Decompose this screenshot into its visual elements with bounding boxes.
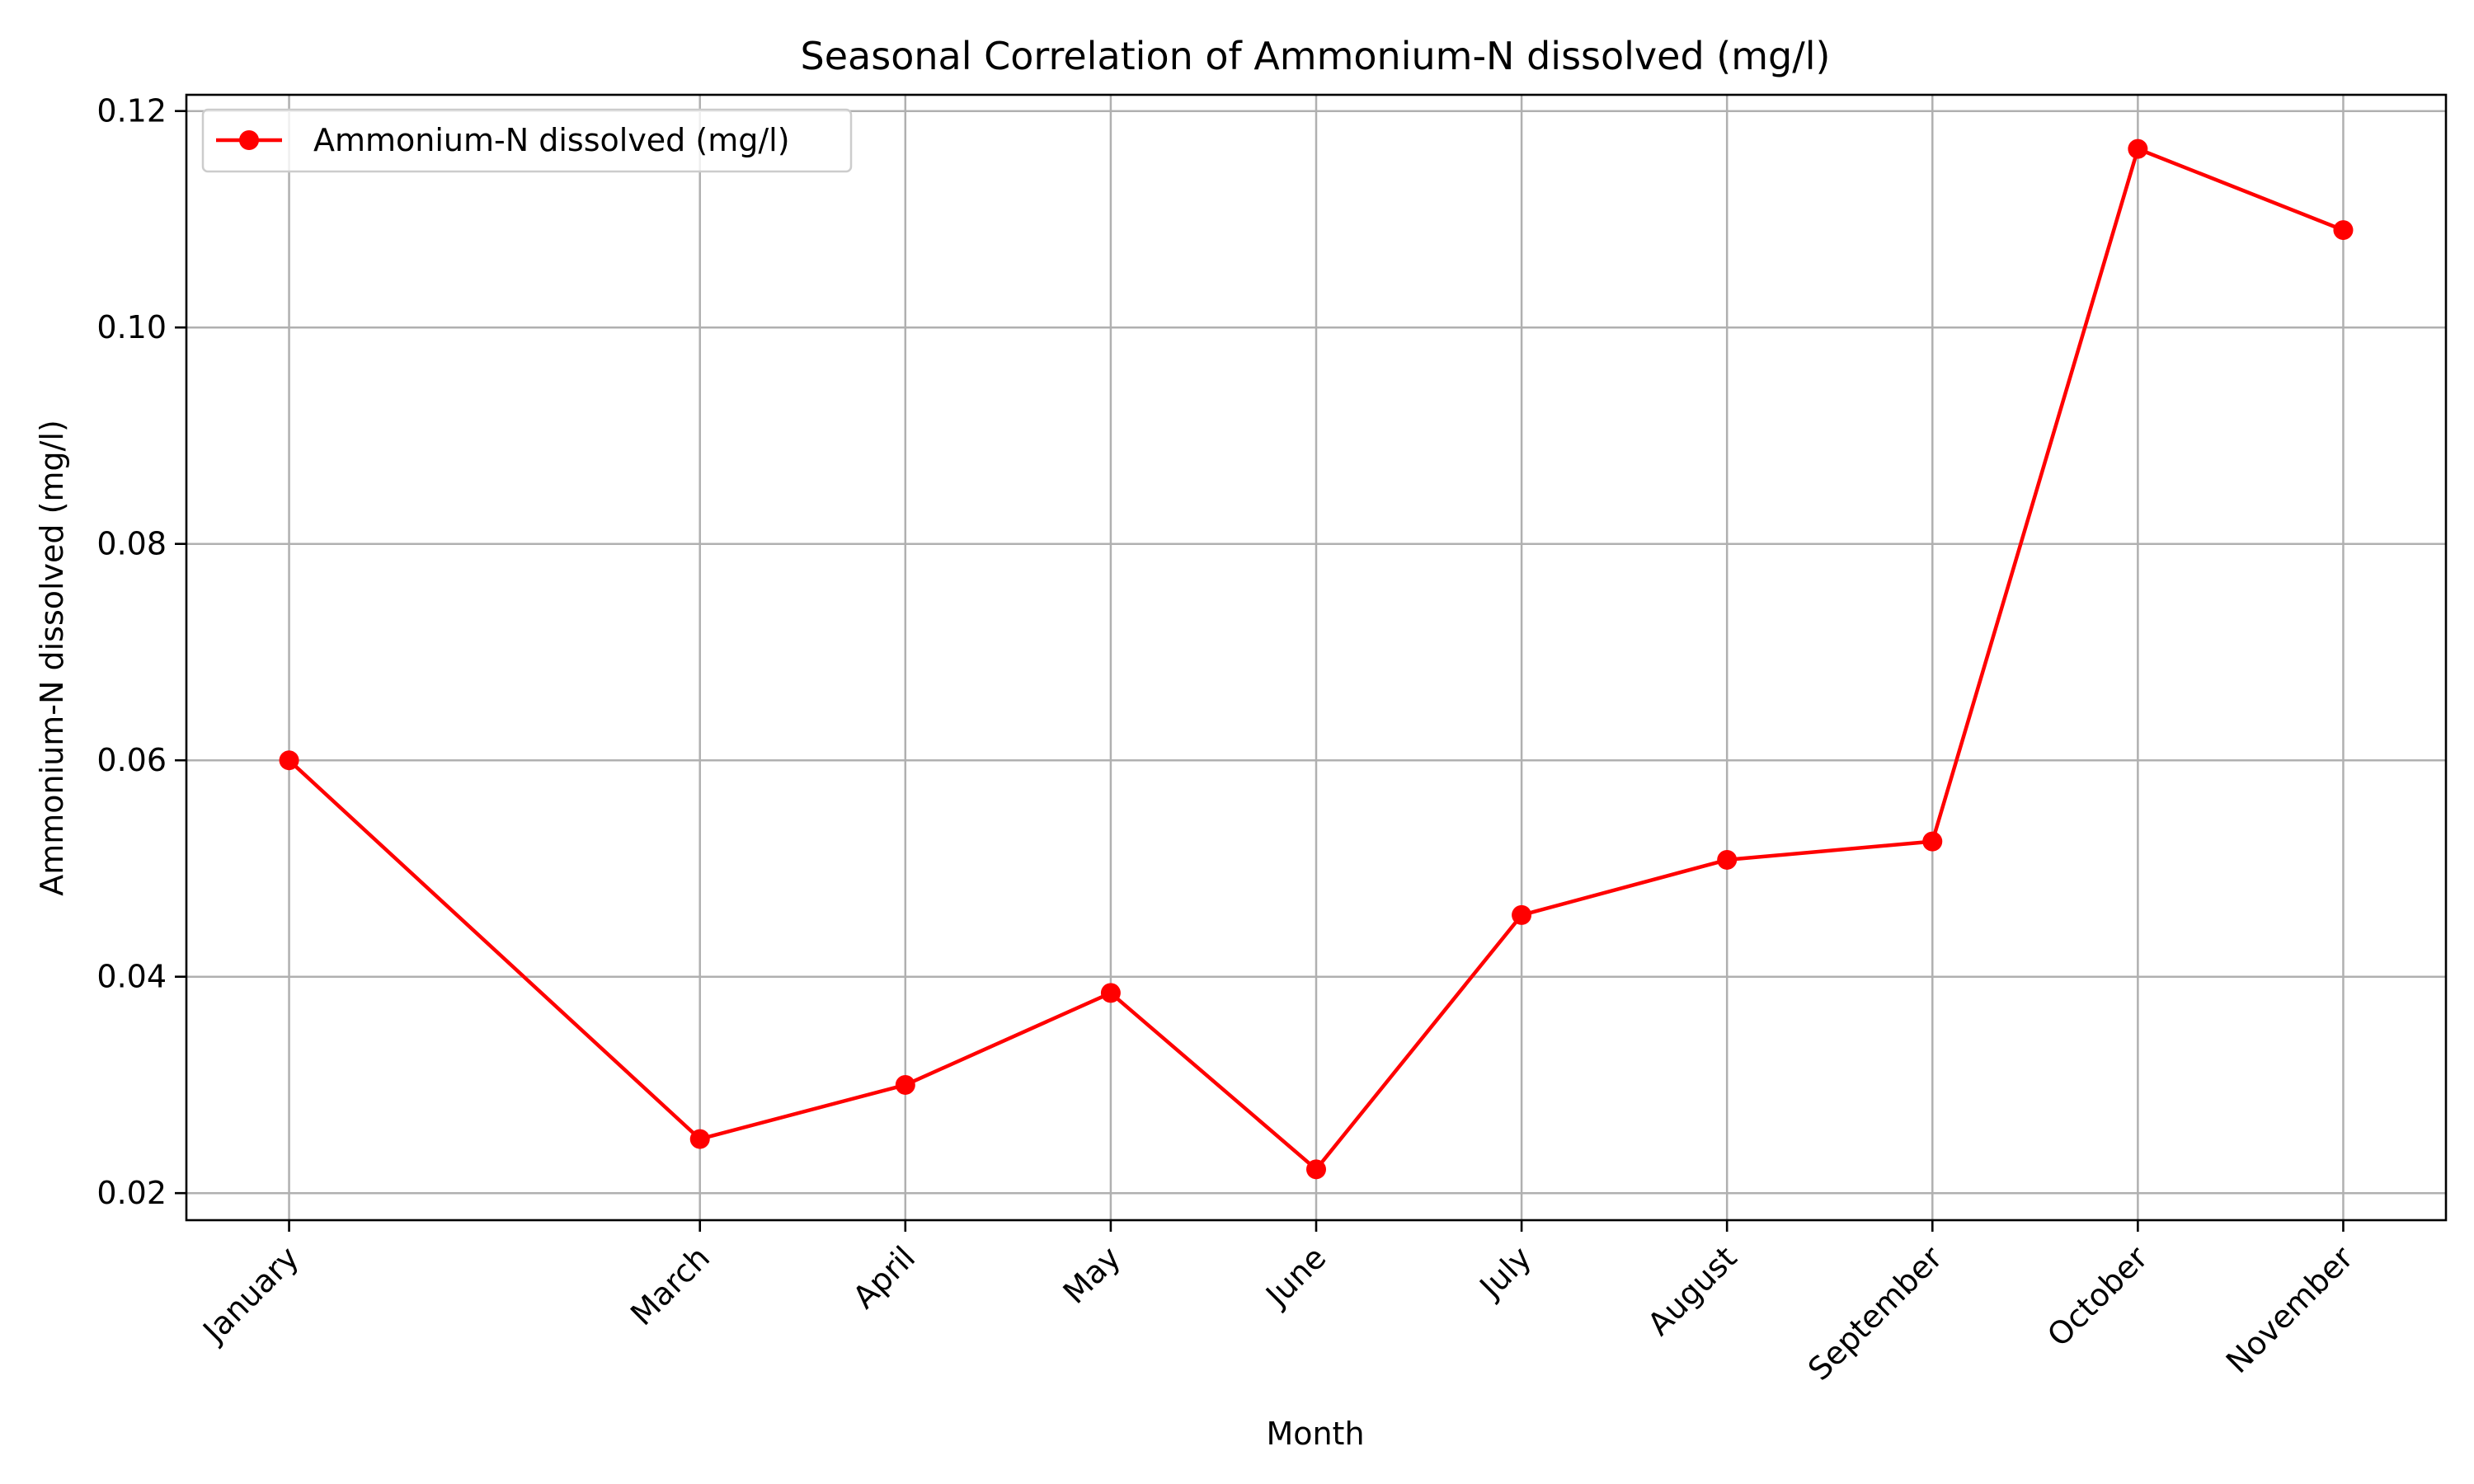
y-tick: 0.10 <box>96 309 186 345</box>
x-tick-label: October <box>2040 1239 2155 1354</box>
x-tick-label: July <box>1472 1239 1539 1306</box>
x-tick: October <box>2040 1220 2155 1354</box>
grid-lines <box>186 95 2446 1220</box>
y-tick: 0.02 <box>96 1175 186 1211</box>
data-point <box>1922 831 1943 852</box>
data-point <box>1100 983 1121 1003</box>
legend: Ammonium-N dissolved (mg/l) <box>201 108 853 173</box>
y-tick-label: 0.06 <box>96 742 167 778</box>
legend-marker-swatch <box>239 130 259 150</box>
y-tick: 0.04 <box>96 959 186 995</box>
data-point <box>895 1074 915 1095</box>
x-axis-label: Month <box>1266 1416 1364 1452</box>
x-tick: August <box>1640 1220 1744 1342</box>
x-tick-label: June <box>1258 1239 1333 1314</box>
y-axis-ticks: 0.02 0.04 0.06 0.08 0.10 0.12 <box>96 93 186 1211</box>
x-tick: March <box>623 1220 717 1332</box>
data-point <box>279 750 299 771</box>
data-point <box>1512 904 1532 925</box>
x-tick: September <box>1801 1220 1950 1388</box>
y-tick-label: 0.12 <box>96 93 167 129</box>
x-tick-label: April <box>846 1239 923 1316</box>
y-tick: 0.12 <box>96 93 186 129</box>
chart-title: Seasonal Correlation of Ammonium-N disso… <box>801 34 1831 78</box>
data-point <box>689 1129 710 1149</box>
data-point <box>1306 1159 1326 1180</box>
x-tick-label: March <box>623 1239 717 1332</box>
x-tick: July <box>1472 1220 1539 1306</box>
x-tick-label: November <box>2219 1239 2360 1380</box>
x-tick: May <box>1056 1220 1128 1311</box>
x-tick: November <box>2219 1220 2360 1380</box>
x-axis-ticks: January March April May June July August Septem… <box>195 1220 2360 1388</box>
x-tick-label: August <box>1640 1239 1743 1342</box>
y-tick: 0.06 <box>96 742 186 778</box>
x-tick: June <box>1258 1220 1333 1314</box>
series-line <box>287 147 2345 1172</box>
legend-label: Ammonium-N dissolved (mg/l) <box>313 122 790 158</box>
y-tick: 0.08 <box>96 526 186 562</box>
series-layer <box>279 139 2354 1180</box>
data-point <box>2333 220 2354 241</box>
x-tick-label: September <box>1801 1239 1950 1388</box>
x-tick: April <box>846 1220 923 1316</box>
y-tick-label: 0.08 <box>96 526 167 562</box>
y-tick-label: 0.02 <box>96 1175 167 1211</box>
legend-box <box>201 108 853 173</box>
data-point <box>1717 849 1738 870</box>
data-point <box>2128 139 2148 159</box>
y-tick-label: 0.10 <box>96 309 167 345</box>
x-tick-label: January <box>195 1239 306 1350</box>
x-tick: January <box>195 1220 306 1350</box>
x-tick-label: May <box>1056 1239 1128 1311</box>
y-tick-label: 0.04 <box>96 959 167 995</box>
y-axis-label: Ammonium-N dissolved (mg/l) <box>34 420 70 896</box>
